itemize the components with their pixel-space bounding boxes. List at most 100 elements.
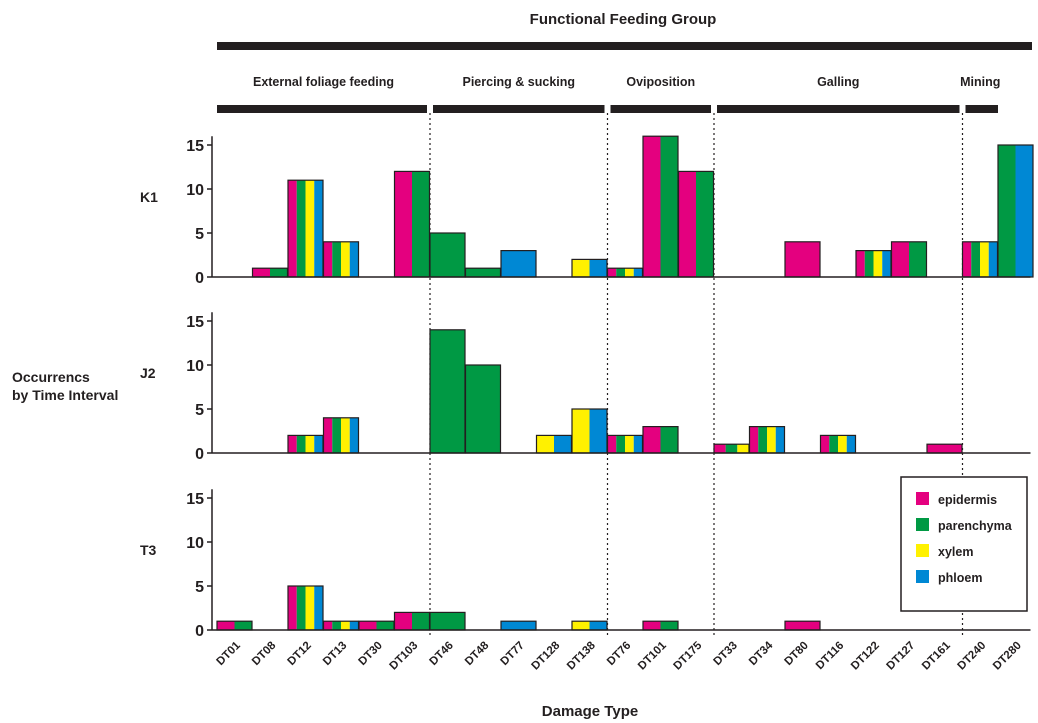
bar-k1-dt13: [322, 241, 360, 278]
bar-stripe: [758, 426, 767, 453]
bar-stripe: [633, 268, 643, 277]
bar-stripe: [288, 586, 297, 630]
y-tick-label: 0: [195, 446, 204, 463]
x-tick-label: DT116: [814, 640, 846, 672]
panel-k1: 0 5 10 15 K1: [140, 135, 1034, 287]
x-tick-label: DT76: [605, 640, 633, 668]
bar-stripe: [430, 612, 465, 630]
bar-t3-dt13: [322, 620, 360, 631]
bar-stripe: [359, 621, 377, 630]
bar-j2-dt13: [322, 417, 360, 454]
bar-stripe: [820, 435, 830, 453]
bar-k1-dt240: [961, 241, 999, 278]
bar-stripe: [909, 241, 927, 277]
x-axis-title: Damage Type: [542, 703, 638, 720]
bar-stripe: [501, 250, 536, 277]
group-bar-5: [965, 105, 998, 113]
bar-stripe: [349, 241, 359, 277]
x-tick-label: DT46: [427, 640, 455, 668]
legend-label-epidermis: epidermis: [938, 493, 997, 507]
x-tick-label: DT280: [991, 640, 1024, 673]
bar-stripe: [988, 241, 998, 277]
bar-stripe: [270, 268, 288, 277]
y-tick-label: 5: [195, 226, 204, 243]
x-tick-labels: DT01 DT08 DT12 DT13 DT30 DT103 DT46 DT48 DT77 DT1…: [214, 639, 1023, 672]
y-tick-label: 0: [195, 270, 204, 287]
group-headers: External foliage feeding Piercing & sucki…: [217, 75, 1000, 113]
y-tick-label: 15: [186, 314, 204, 331]
y-tick-label: 15: [186, 491, 204, 508]
bar-stripe: [927, 444, 962, 453]
bar-stripe: [314, 180, 323, 277]
top-group-bar: [217, 42, 1032, 50]
y-tick-label: 0: [195, 623, 204, 640]
chart-panels: 0 5 10 15 K1 0 5 10 15 J2 0 5 10 15 T3: [140, 135, 1034, 640]
y-axis-title-line2: by Time Interval: [12, 387, 118, 403]
bar-k1-dt76: [606, 267, 644, 278]
bar-stripe: [785, 621, 820, 630]
bar-j2-dt46: [429, 329, 466, 454]
bar-stripe: [891, 241, 909, 277]
x-tick-label: DT33: [711, 640, 739, 668]
chart-title: Functional Feeding Group: [530, 11, 717, 28]
panel-label: J2: [140, 365, 156, 381]
bar-stripe: [536, 435, 554, 453]
legend-label-phloem: phloem: [938, 571, 982, 585]
bar-k1-dt103: [393, 170, 431, 278]
x-tick-label: DT101: [636, 639, 669, 672]
x-tick-label: DT30: [356, 640, 384, 668]
bar-stripe: [465, 365, 501, 453]
x-tick-label: DT161: [920, 639, 953, 672]
group-bar-3: [610, 105, 711, 113]
group-label-1: External foliage feeding: [253, 75, 394, 89]
bar-stripe: [616, 435, 625, 453]
legend-label-parenchyma: parenchyma: [938, 519, 1013, 533]
bar-stripe: [625, 435, 634, 453]
bar-stripe: [660, 621, 678, 630]
bar-stripe: [288, 435, 297, 453]
panel-label: T3: [140, 542, 157, 558]
bar-stripe: [305, 435, 315, 453]
bar-stripe: [234, 621, 252, 630]
bar-j2-dt48: [464, 364, 502, 454]
bar-j2-dt76: [606, 434, 644, 454]
y-tick-label: 10: [186, 535, 204, 552]
bar-k1-dt80: [784, 241, 821, 278]
bar-stripe: [394, 171, 412, 277]
bar-stripe: [971, 241, 980, 277]
legend-swatch-epidermis: [916, 492, 929, 505]
bar-stripe: [998, 145, 1016, 277]
bar-stripe: [589, 409, 607, 453]
x-tick-label: DT48: [463, 639, 492, 668]
group-bar-2: [433, 105, 605, 113]
x-tick-label: DT127: [884, 640, 917, 673]
bar-k1-dt12: [287, 179, 324, 278]
bar-t3-dt77: [500, 620, 537, 631]
y-tick-label: 10: [186, 358, 204, 375]
bar-stripe: [465, 268, 501, 277]
bar-stripe: [873, 250, 883, 277]
bar-stripe: [775, 426, 785, 453]
bar-stripe: [660, 426, 678, 453]
bar-stripe: [332, 417, 341, 453]
bar-t3-dt12: [287, 585, 324, 631]
x-tick-label: DT77: [498, 640, 526, 668]
group-bar-4: [717, 105, 960, 113]
bar-stripe: [882, 250, 891, 277]
group-label-3: Oviposition: [626, 75, 695, 89]
bar-j2-dt101: [642, 426, 679, 454]
bar-stripe: [737, 444, 749, 453]
bar-j2-dt116: [819, 434, 857, 454]
bar-stripe: [838, 435, 847, 453]
bar-stripe: [305, 180, 315, 277]
bar-j2-dt128: [535, 434, 573, 454]
bar-stripe: [696, 171, 714, 277]
legend-swatch-phloem: [916, 570, 929, 583]
group-bar-1: [217, 105, 427, 113]
bar-stripe: [314, 435, 323, 453]
bar-k1-dt127: [890, 241, 928, 278]
bar-stripe: [332, 621, 341, 630]
bar-stripe: [296, 586, 306, 630]
bar-stripe: [625, 268, 634, 277]
